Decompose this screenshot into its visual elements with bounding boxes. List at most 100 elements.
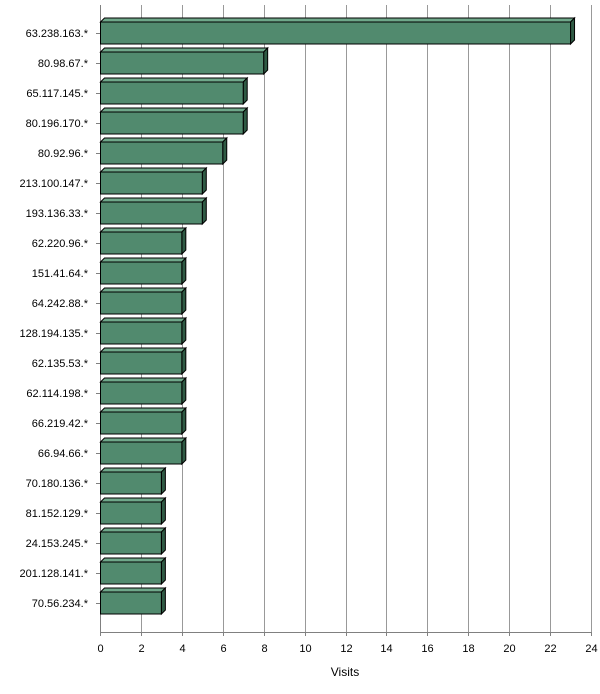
bar-top-5 bbox=[99, 167, 208, 173]
category-label-3: 80.196.170.* bbox=[26, 118, 89, 130]
bar-side-13 bbox=[181, 406, 187, 436]
bar-front-16 bbox=[100, 501, 162, 525]
category-label-5: 213.100.147.* bbox=[19, 178, 88, 190]
bar-62.114.198.* bbox=[99, 376, 188, 406]
category-label-6: 193.136.33.* bbox=[26, 208, 89, 220]
bar-side-12 bbox=[181, 376, 187, 406]
category-label-19: 70.56.234.* bbox=[32, 598, 89, 610]
bar-front-5 bbox=[100, 171, 203, 195]
bar-24.153.245.* bbox=[99, 526, 167, 556]
category-label-13: 66.219.42.* bbox=[32, 418, 89, 430]
bar-66.94.66.* bbox=[99, 436, 188, 466]
category-label-17: 24.153.245.* bbox=[26, 538, 89, 550]
bar-top-15 bbox=[99, 467, 167, 473]
bar-side-10 bbox=[181, 316, 187, 346]
bar-top-4 bbox=[99, 137, 228, 143]
bar-top-10 bbox=[99, 317, 188, 323]
bar-side-4 bbox=[222, 136, 228, 166]
category-label-11: 62.135.53.* bbox=[32, 358, 89, 370]
category-label-18: 201.128.141.* bbox=[19, 568, 88, 580]
bar-front-18 bbox=[100, 561, 162, 585]
bars bbox=[99, 16, 576, 616]
category-label-9: 64.242.88.* bbox=[32, 298, 89, 310]
bar-80.98.67.* bbox=[99, 46, 269, 76]
category-label-0: 63.238.163.* bbox=[26, 28, 89, 40]
category-labels: 63.238.163.* 80.98.67.* 65.117.145.* 80.196… bbox=[19, 28, 88, 610]
x-tick-label-16: 16 bbox=[421, 643, 433, 655]
bar-128.194.135.* bbox=[99, 316, 188, 346]
bar-side-6 bbox=[201, 196, 207, 226]
bar-top-2 bbox=[99, 77, 249, 83]
bar-side-7 bbox=[181, 226, 187, 256]
bar-193.136.33.* bbox=[99, 196, 208, 226]
bar-top-13 bbox=[99, 407, 188, 413]
bar-side-9 bbox=[181, 286, 187, 316]
bar-side-0 bbox=[570, 16, 576, 46]
bar-81.152.129.* bbox=[99, 496, 167, 526]
category-label-1: 80.98.67.* bbox=[38, 58, 89, 70]
bar-front-0 bbox=[100, 21, 572, 45]
bar-side-17 bbox=[160, 526, 166, 556]
x-tick-label-18: 18 bbox=[462, 643, 474, 655]
category-label-15: 70.180.136.* bbox=[26, 478, 89, 490]
bar-side-16 bbox=[160, 496, 166, 526]
bar-66.219.42.* bbox=[99, 406, 188, 436]
bar-top-8 bbox=[99, 257, 188, 263]
x-tick-label-12: 12 bbox=[340, 643, 352, 655]
bar-151.41.64.* bbox=[99, 256, 188, 286]
bar-top-3 bbox=[99, 107, 249, 113]
bar-213.100.147.* bbox=[99, 166, 208, 196]
bar-side-1 bbox=[263, 46, 269, 76]
bar-front-15 bbox=[100, 471, 162, 495]
x-tick-label-20: 20 bbox=[503, 643, 515, 655]
category-label-14: 66.94.66.* bbox=[38, 448, 89, 460]
bar-side-14 bbox=[181, 436, 187, 466]
bar-side-18 bbox=[160, 556, 166, 586]
bar-front-13 bbox=[100, 411, 183, 435]
bar-side-19 bbox=[160, 586, 166, 616]
bar-front-14 bbox=[100, 441, 183, 465]
bar-front-19 bbox=[100, 591, 162, 615]
x-tick-labels: 0 2 4 6 8 10 12 14 16 18 20 22 24 bbox=[97, 643, 597, 655]
category-label-2: 65.117.145.* bbox=[26, 88, 88, 100]
bar-front-11 bbox=[100, 351, 183, 375]
bar-65.117.145.* bbox=[99, 76, 249, 106]
bar-80.196.170.* bbox=[99, 106, 249, 136]
x-tick-label-10: 10 bbox=[299, 643, 311, 655]
bar-side-8 bbox=[181, 256, 187, 286]
x-tick-label-2: 2 bbox=[138, 643, 144, 655]
bar-front-10 bbox=[100, 321, 183, 345]
bar-front-9 bbox=[100, 291, 183, 315]
category-label-8: 151.41.64.* bbox=[32, 268, 89, 280]
bar-front-7 bbox=[100, 231, 183, 255]
category-label-7: 62.220.96.* bbox=[32, 238, 89, 250]
axes bbox=[96, 5, 592, 636]
category-label-12: 62.114.198.* bbox=[26, 388, 88, 400]
x-axis-title: Visits bbox=[331, 665, 359, 679]
bar-top-6 bbox=[99, 197, 208, 203]
bar-62.220.96.* bbox=[99, 226, 188, 256]
bar-70.180.136.* bbox=[99, 466, 167, 496]
bar-side-2 bbox=[242, 76, 248, 106]
bar-top-18 bbox=[99, 557, 167, 563]
category-label-16: 81.152.129.* bbox=[26, 508, 89, 520]
category-label-4: 80.92.96.* bbox=[38, 148, 89, 160]
bar-front-8 bbox=[100, 261, 183, 285]
bar-top-12 bbox=[99, 377, 188, 383]
bar-top-19 bbox=[99, 587, 167, 593]
bar-front-4 bbox=[100, 141, 224, 165]
bar-side-15 bbox=[160, 466, 166, 496]
bar-front-12 bbox=[100, 381, 183, 405]
x-tick-label-8: 8 bbox=[261, 643, 267, 655]
bar-201.128.141.* bbox=[99, 556, 167, 586]
bar-top-16 bbox=[99, 497, 167, 503]
bar-front-1 bbox=[100, 51, 265, 75]
bar-70.56.234.* bbox=[99, 586, 167, 616]
bar-64.242.88.* bbox=[99, 286, 188, 316]
bar-front-6 bbox=[100, 201, 203, 225]
bar-side-3 bbox=[242, 106, 248, 136]
bar-top-7 bbox=[99, 227, 188, 233]
bar-side-11 bbox=[181, 346, 187, 376]
bar-top-11 bbox=[99, 347, 188, 353]
